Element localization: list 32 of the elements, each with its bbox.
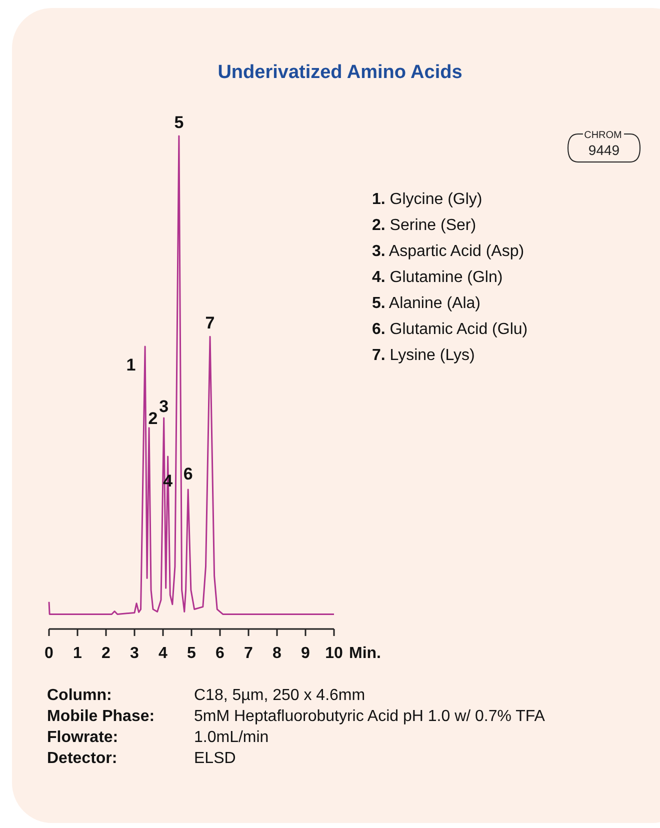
chart-title: Underivatized Amino Acids bbox=[218, 62, 462, 83]
annotation: 4 bbox=[163, 471, 174, 490]
annotation: 5 bbox=[174, 113, 184, 132]
text: Mobile Phase: 5mM Heptafluorobutyric Acid pH 1.0 w/ 0.7% TFA bbox=[47, 708, 545, 725]
x-tick-label: 1 bbox=[73, 645, 82, 662]
x-tick-label: 3 bbox=[130, 645, 140, 662]
x-tick-label: 5 bbox=[187, 645, 196, 662]
x-tick-label: 2 bbox=[102, 645, 111, 662]
annotation: 3 bbox=[159, 396, 169, 416]
text: 1. Glycine (Gly) bbox=[372, 191, 482, 208]
text: Column: C18, 5µm, 250 x 4.6mm bbox=[47, 687, 366, 704]
x-tick-label: 10 bbox=[325, 645, 343, 662]
x-axis-title: Min. bbox=[349, 645, 381, 662]
text: 6. Glutamic Acid (Glu) bbox=[372, 321, 528, 338]
text: Detector: ELSD bbox=[47, 750, 236, 767]
annotation: 1 bbox=[126, 356, 136, 375]
annotation: 6 bbox=[183, 464, 193, 484]
x-tick-label: 8 bbox=[272, 645, 282, 662]
text: CHROM 9449 bbox=[584, 130, 622, 158]
x-tick-label: 6 bbox=[216, 645, 225, 662]
text: 7. Lysine (Lys) bbox=[372, 347, 475, 364]
annotation: 7 bbox=[205, 314, 215, 333]
text: 4. Glutamine (Gln) bbox=[372, 269, 503, 286]
x-tick-label: 7 bbox=[244, 645, 254, 662]
text: 2. Serine (Ser) bbox=[372, 217, 476, 234]
annotation: 2 bbox=[148, 408, 158, 428]
x-tick-label: 9 bbox=[301, 645, 310, 662]
x-tick-label: 0 bbox=[44, 645, 54, 662]
text: 5. Alanine (Ala) bbox=[372, 295, 481, 312]
text: 3. Aspartic Acid (Asp) bbox=[372, 243, 524, 260]
x-tick-label: 4 bbox=[158, 645, 168, 662]
text: Flowrate: 1.0mL/min bbox=[47, 729, 269, 746]
